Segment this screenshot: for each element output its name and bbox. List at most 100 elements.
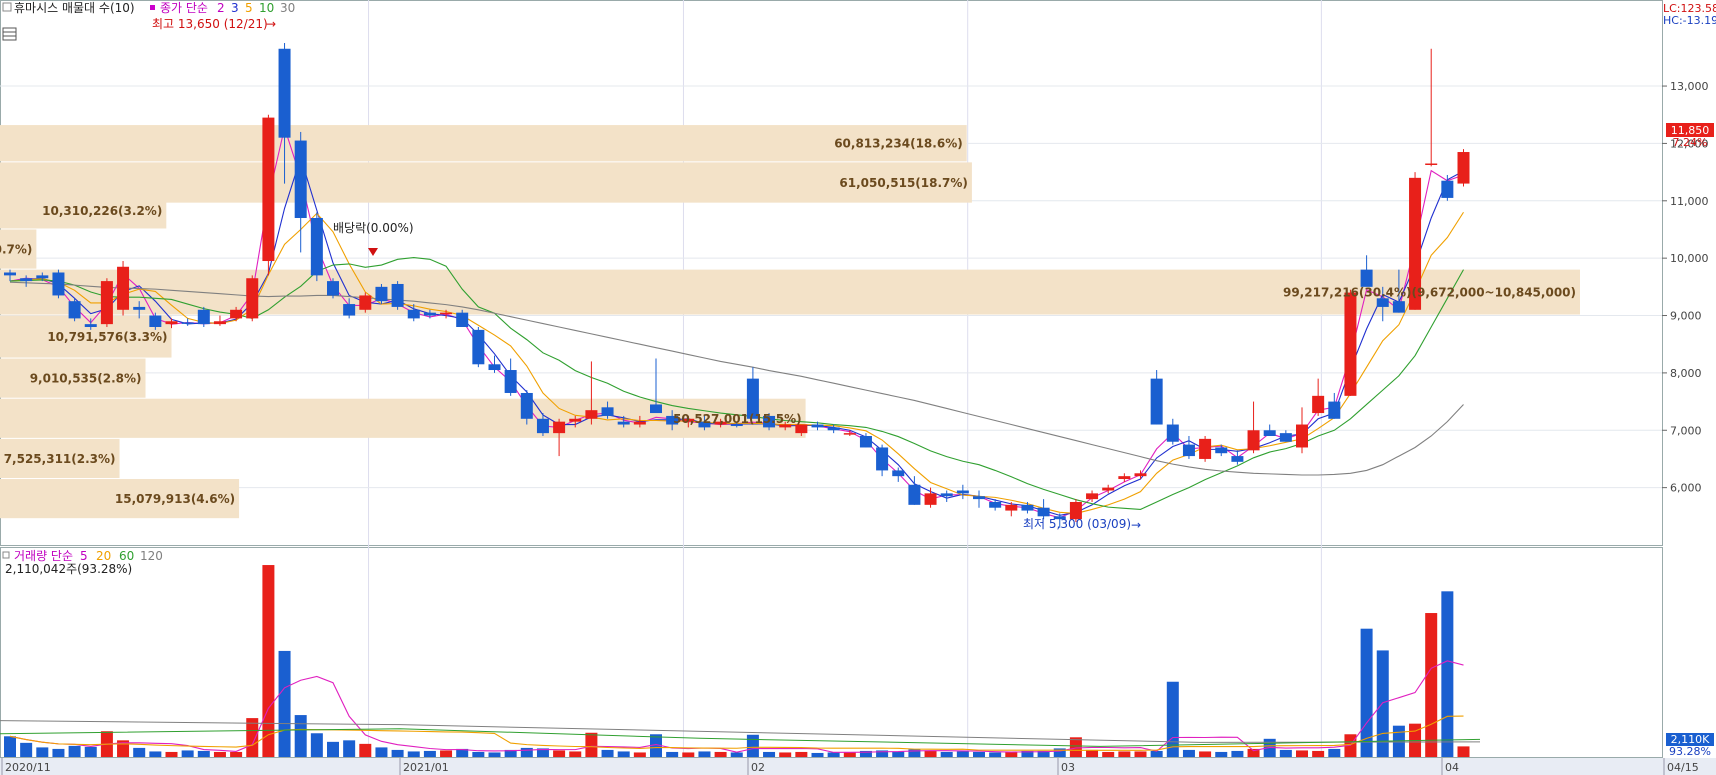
x-tick-label: 04 <box>1445 761 1459 774</box>
y-tick-label: 12,000 <box>1670 137 1709 150</box>
candle-body <box>1344 292 1357 396</box>
candle-body <box>569 418 582 422</box>
candle-body <box>876 447 889 471</box>
min-price-note: 최저 5,300 (03/09) <box>1023 517 1131 531</box>
volume-bar <box>1053 748 1066 757</box>
volume-bar <box>36 747 49 757</box>
ma10-legend: 10 <box>259 1 274 15</box>
y-tick-label: 8,000 <box>1670 367 1702 380</box>
candle-body <box>117 266 130 310</box>
candle-body <box>1279 433 1292 442</box>
volume-bar <box>343 740 356 757</box>
candle-body <box>197 309 210 325</box>
candle-body <box>213 321 226 325</box>
candle-body <box>1328 401 1341 419</box>
volume-ma-line-60 <box>0 728 1481 747</box>
candle-body <box>1425 163 1438 165</box>
volume-bar <box>456 748 469 757</box>
volume-bar <box>730 752 743 757</box>
ma2-legend: 2 <box>217 1 225 15</box>
volume-bar <box>682 752 695 757</box>
current-volume-change: 93.28% <box>1669 745 1711 758</box>
stock-name[interactable]: 휴마시스 매물대 수(10) <box>14 1 135 15</box>
candle-body <box>488 364 501 371</box>
candle-body <box>973 496 985 500</box>
candle-body <box>1069 501 1082 520</box>
volume-bar <box>230 751 243 757</box>
volume-bar <box>262 565 275 757</box>
candle-body <box>246 278 259 319</box>
volume-profile-label: 61,050,515(18.7%) <box>839 176 968 190</box>
volume-bar <box>601 749 614 757</box>
volume-bar <box>892 751 905 757</box>
candle-body <box>666 415 679 425</box>
volume-bar <box>327 741 339 757</box>
ma5-legend: 5 <box>245 1 253 15</box>
candle-body <box>892 470 905 477</box>
volume-bar <box>68 745 81 757</box>
candle-body <box>698 421 711 428</box>
candle-body <box>633 421 646 425</box>
candle-body <box>149 315 162 327</box>
candle-body <box>262 117 275 262</box>
volume-profile-band <box>0 358 146 398</box>
volume-bar <box>520 747 533 757</box>
candle-body <box>84 324 97 327</box>
ma3-legend: 3 <box>231 1 239 15</box>
volume-bar <box>795 751 808 757</box>
candle-body <box>165 321 178 325</box>
candle-body <box>1247 430 1260 451</box>
candle-body <box>520 392 533 419</box>
volume-bar <box>714 751 727 757</box>
volume-profile-label: 99,217,216(30.4%)(9,672,000~10,845,000) <box>1283 286 1576 300</box>
volume-profile-band <box>0 125 967 162</box>
candle-body <box>779 424 792 428</box>
y-tick-label: 13,000 <box>1670 80 1709 93</box>
volume-profile-band <box>0 438 120 479</box>
volume-profile-label: 50,527,001(15.5%) <box>673 412 802 426</box>
volume-bar <box>472 751 485 757</box>
volume-bar <box>763 751 776 757</box>
candle-body <box>1312 395 1325 414</box>
volume-ma-line-120 <box>0 720 1481 743</box>
volume-profile-band <box>0 269 1580 315</box>
volume-bar <box>1086 749 1099 757</box>
legend-box-icon[interactable] <box>2 2 12 12</box>
volume-bar <box>84 746 97 757</box>
dividend-note: 배당락(0.00%) <box>333 221 414 235</box>
candle-body <box>585 410 598 419</box>
candle-body <box>553 421 566 434</box>
volume-profile-label: 2,308,481(0.7%) <box>0 243 32 257</box>
volume-bar <box>246 718 259 757</box>
candle-body <box>504 370 517 393</box>
hc-label: HC:-13.19 <box>1663 14 1716 27</box>
candle-body <box>423 312 436 316</box>
vma60-legend: 60 <box>119 549 134 563</box>
volume-bar <box>1215 751 1228 757</box>
candle-body <box>20 278 33 282</box>
y-tick-label: 6,000 <box>1670 482 1702 495</box>
candle-body <box>375 286 388 302</box>
volume-legend-box-icon[interactable] <box>2 551 10 559</box>
volume-bar <box>811 752 824 757</box>
volume-bar <box>779 752 792 757</box>
volume-bar <box>1166 681 1179 757</box>
candle-body <box>1231 456 1244 462</box>
volume-profile <box>0 125 1580 519</box>
volume-profile-label: 7,525,311(2.3%) <box>4 452 116 466</box>
volume-bar <box>165 751 178 757</box>
candle-body <box>391 283 404 307</box>
y-tick-label: 11,000 <box>1670 195 1709 208</box>
volume-bar <box>1457 746 1470 757</box>
candle-body <box>940 493 953 497</box>
table-icon[interactable] <box>2 27 17 41</box>
volume-profile-label: 15,079,913(4.6%) <box>115 492 235 506</box>
volume-bar <box>1360 628 1373 757</box>
volume-bar <box>908 749 921 757</box>
volume-bar <box>650 734 662 757</box>
volume-bar <box>585 732 598 757</box>
volume-bar <box>213 751 226 757</box>
volume-bar <box>133 747 146 757</box>
price-legend-label: 종가 단순 <box>160 1 208 15</box>
